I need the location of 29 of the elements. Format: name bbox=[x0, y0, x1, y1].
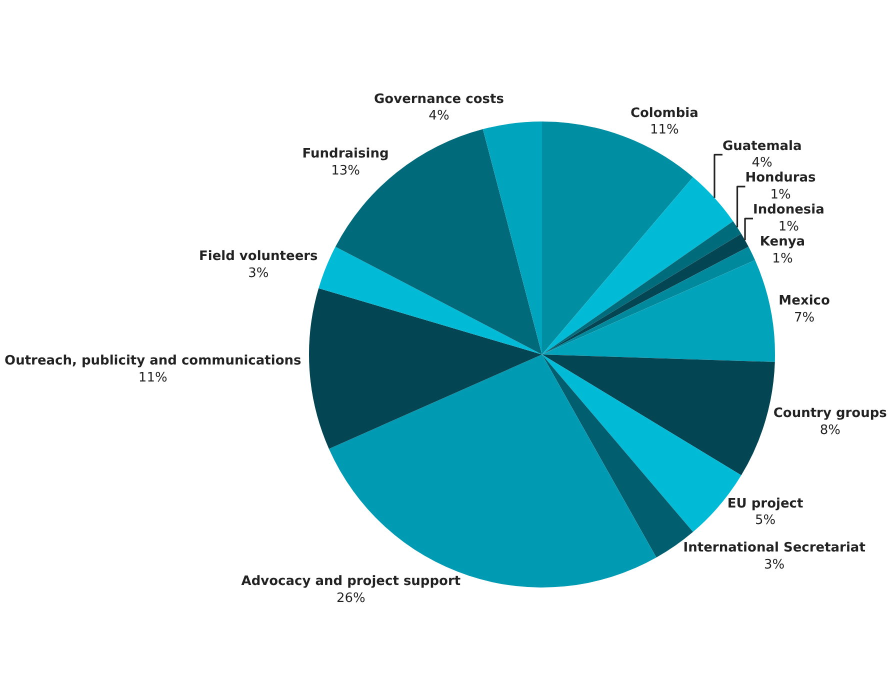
data-label: 4% bbox=[752, 156, 772, 171]
slice-label: Kenya bbox=[760, 234, 806, 250]
data-label: 1% bbox=[778, 219, 799, 234]
data-label: 8% bbox=[820, 423, 840, 438]
slice-label: Guatemala bbox=[722, 138, 802, 154]
slice-label: Mexico bbox=[778, 293, 830, 308]
slice-label: Indonesia bbox=[752, 202, 824, 218]
slice-label: Colombia bbox=[630, 106, 698, 121]
slice-label: Outreach, publicity and communications bbox=[4, 354, 302, 369]
data-label: 3% bbox=[764, 557, 785, 572]
data-label: 11% bbox=[650, 122, 679, 138]
data-label: 11% bbox=[138, 370, 168, 386]
slice-label: International Secretariat bbox=[683, 540, 866, 556]
data-label: 5% bbox=[754, 513, 776, 528]
data-label: 1% bbox=[770, 188, 791, 203]
data-label: 7% bbox=[794, 310, 815, 326]
slice-label: Honduras bbox=[745, 170, 816, 186]
data-label: 4% bbox=[428, 108, 450, 124]
data-label: 3% bbox=[248, 266, 269, 281]
slice-label: Advocacy and project support bbox=[241, 574, 461, 590]
slice-label: Governance costs bbox=[374, 92, 504, 107]
slice-label: Fundraising bbox=[302, 146, 389, 162]
data-label: 1% bbox=[772, 251, 793, 266]
data-label: 13% bbox=[331, 164, 360, 179]
slice-label: Field volunteers bbox=[198, 248, 318, 264]
slice-label: EU project bbox=[727, 496, 804, 512]
slice-label: Country groups bbox=[773, 406, 888, 422]
data-label: 26% bbox=[336, 590, 366, 606]
pie-slice bbox=[318, 246, 542, 354]
